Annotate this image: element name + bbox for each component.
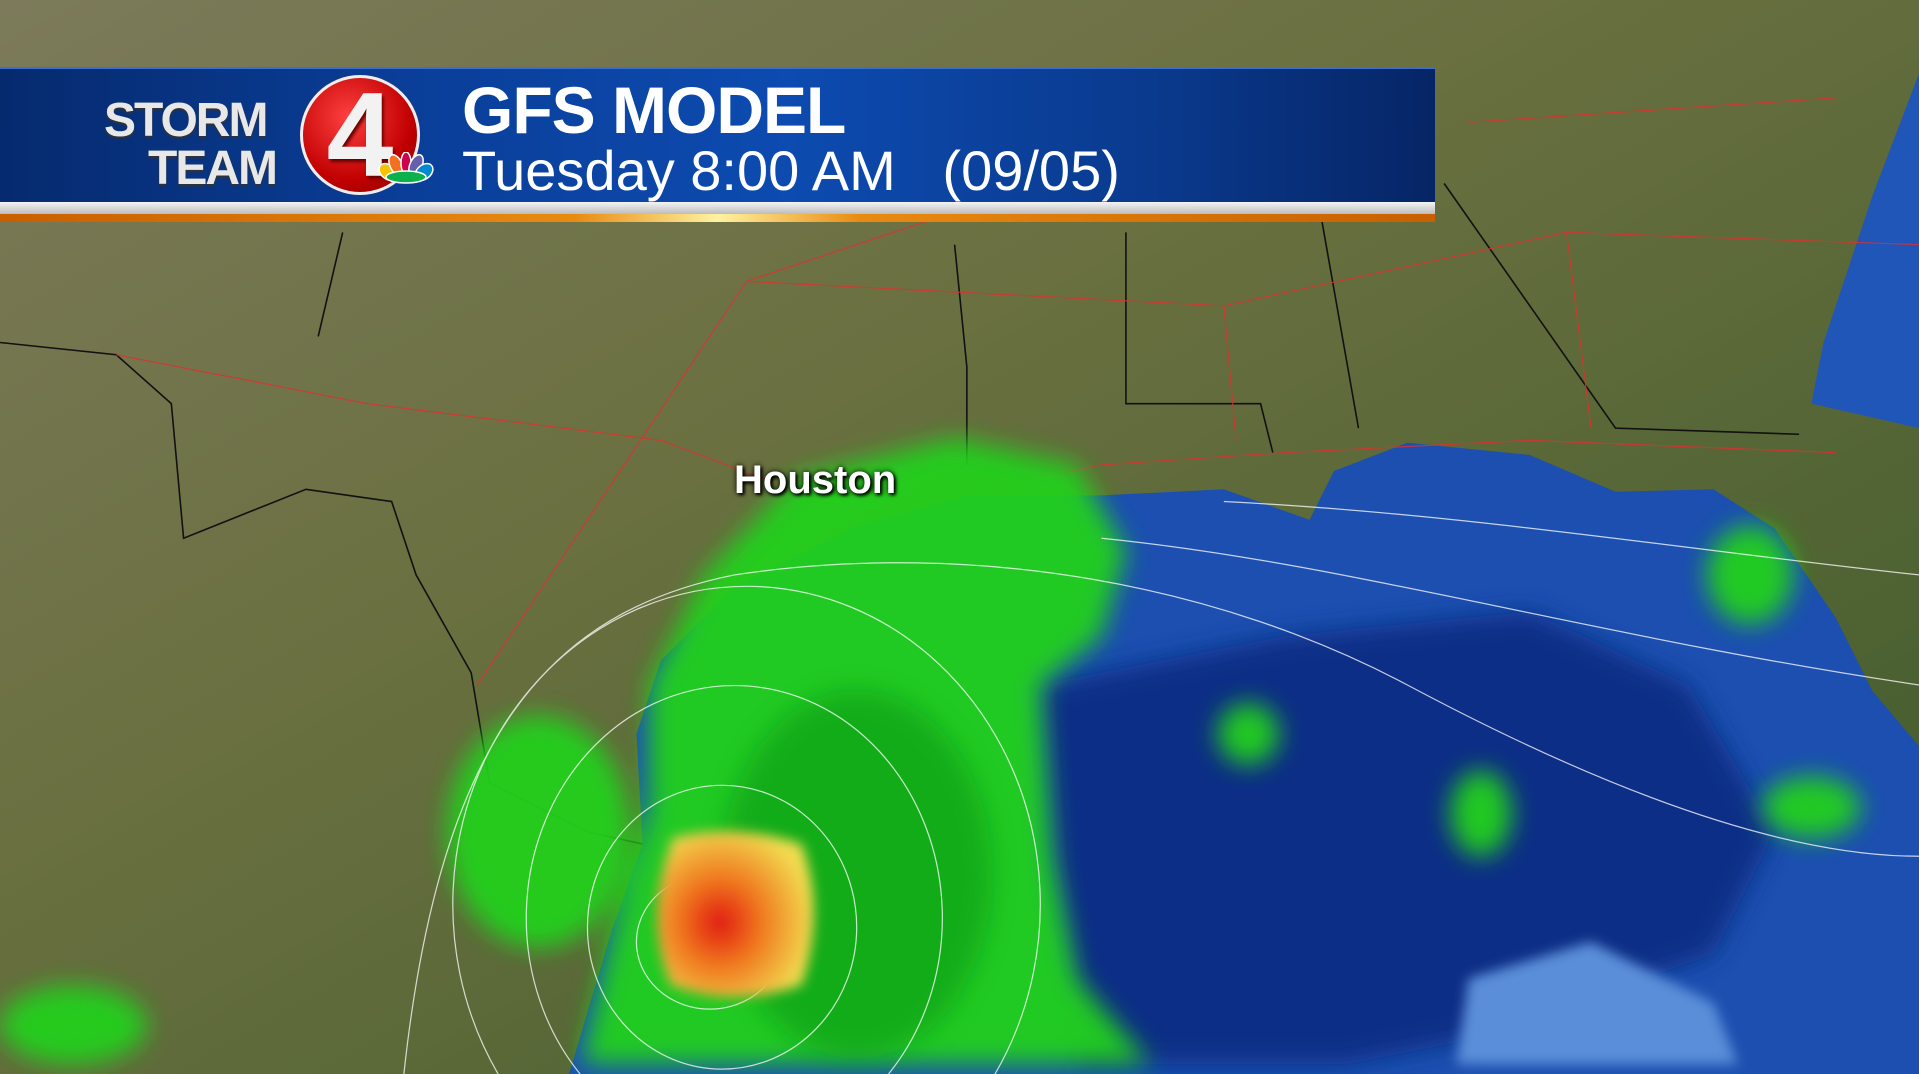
banner-silver-stripe bbox=[0, 202, 1435, 214]
storm-core bbox=[657, 831, 814, 997]
banner-orange-stripe bbox=[0, 214, 1435, 222]
city-label-houston: Houston bbox=[734, 458, 897, 502]
forecast-date: (09/05) bbox=[942, 139, 1120, 202]
forecast-day-time: Tuesday 8:00 AM bbox=[462, 139, 896, 202]
atlantic bbox=[1811, 73, 1919, 429]
logo-team-text: TEAM bbox=[148, 142, 278, 195]
logo-storm-text: STORM bbox=[104, 94, 268, 147]
banner-background bbox=[0, 67, 1435, 204]
yucatan-shelf bbox=[1456, 941, 1738, 1065]
header-banner: STORM TEAM 4 GFS MODEL Tuesday 8:00 AM (… bbox=[0, 67, 1435, 223]
header-subtitle: Tuesday 8:00 AM (09/05) bbox=[462, 143, 1120, 199]
nbc-peacock-icon bbox=[378, 152, 434, 184]
header-title: GFS MODEL bbox=[462, 73, 846, 147]
